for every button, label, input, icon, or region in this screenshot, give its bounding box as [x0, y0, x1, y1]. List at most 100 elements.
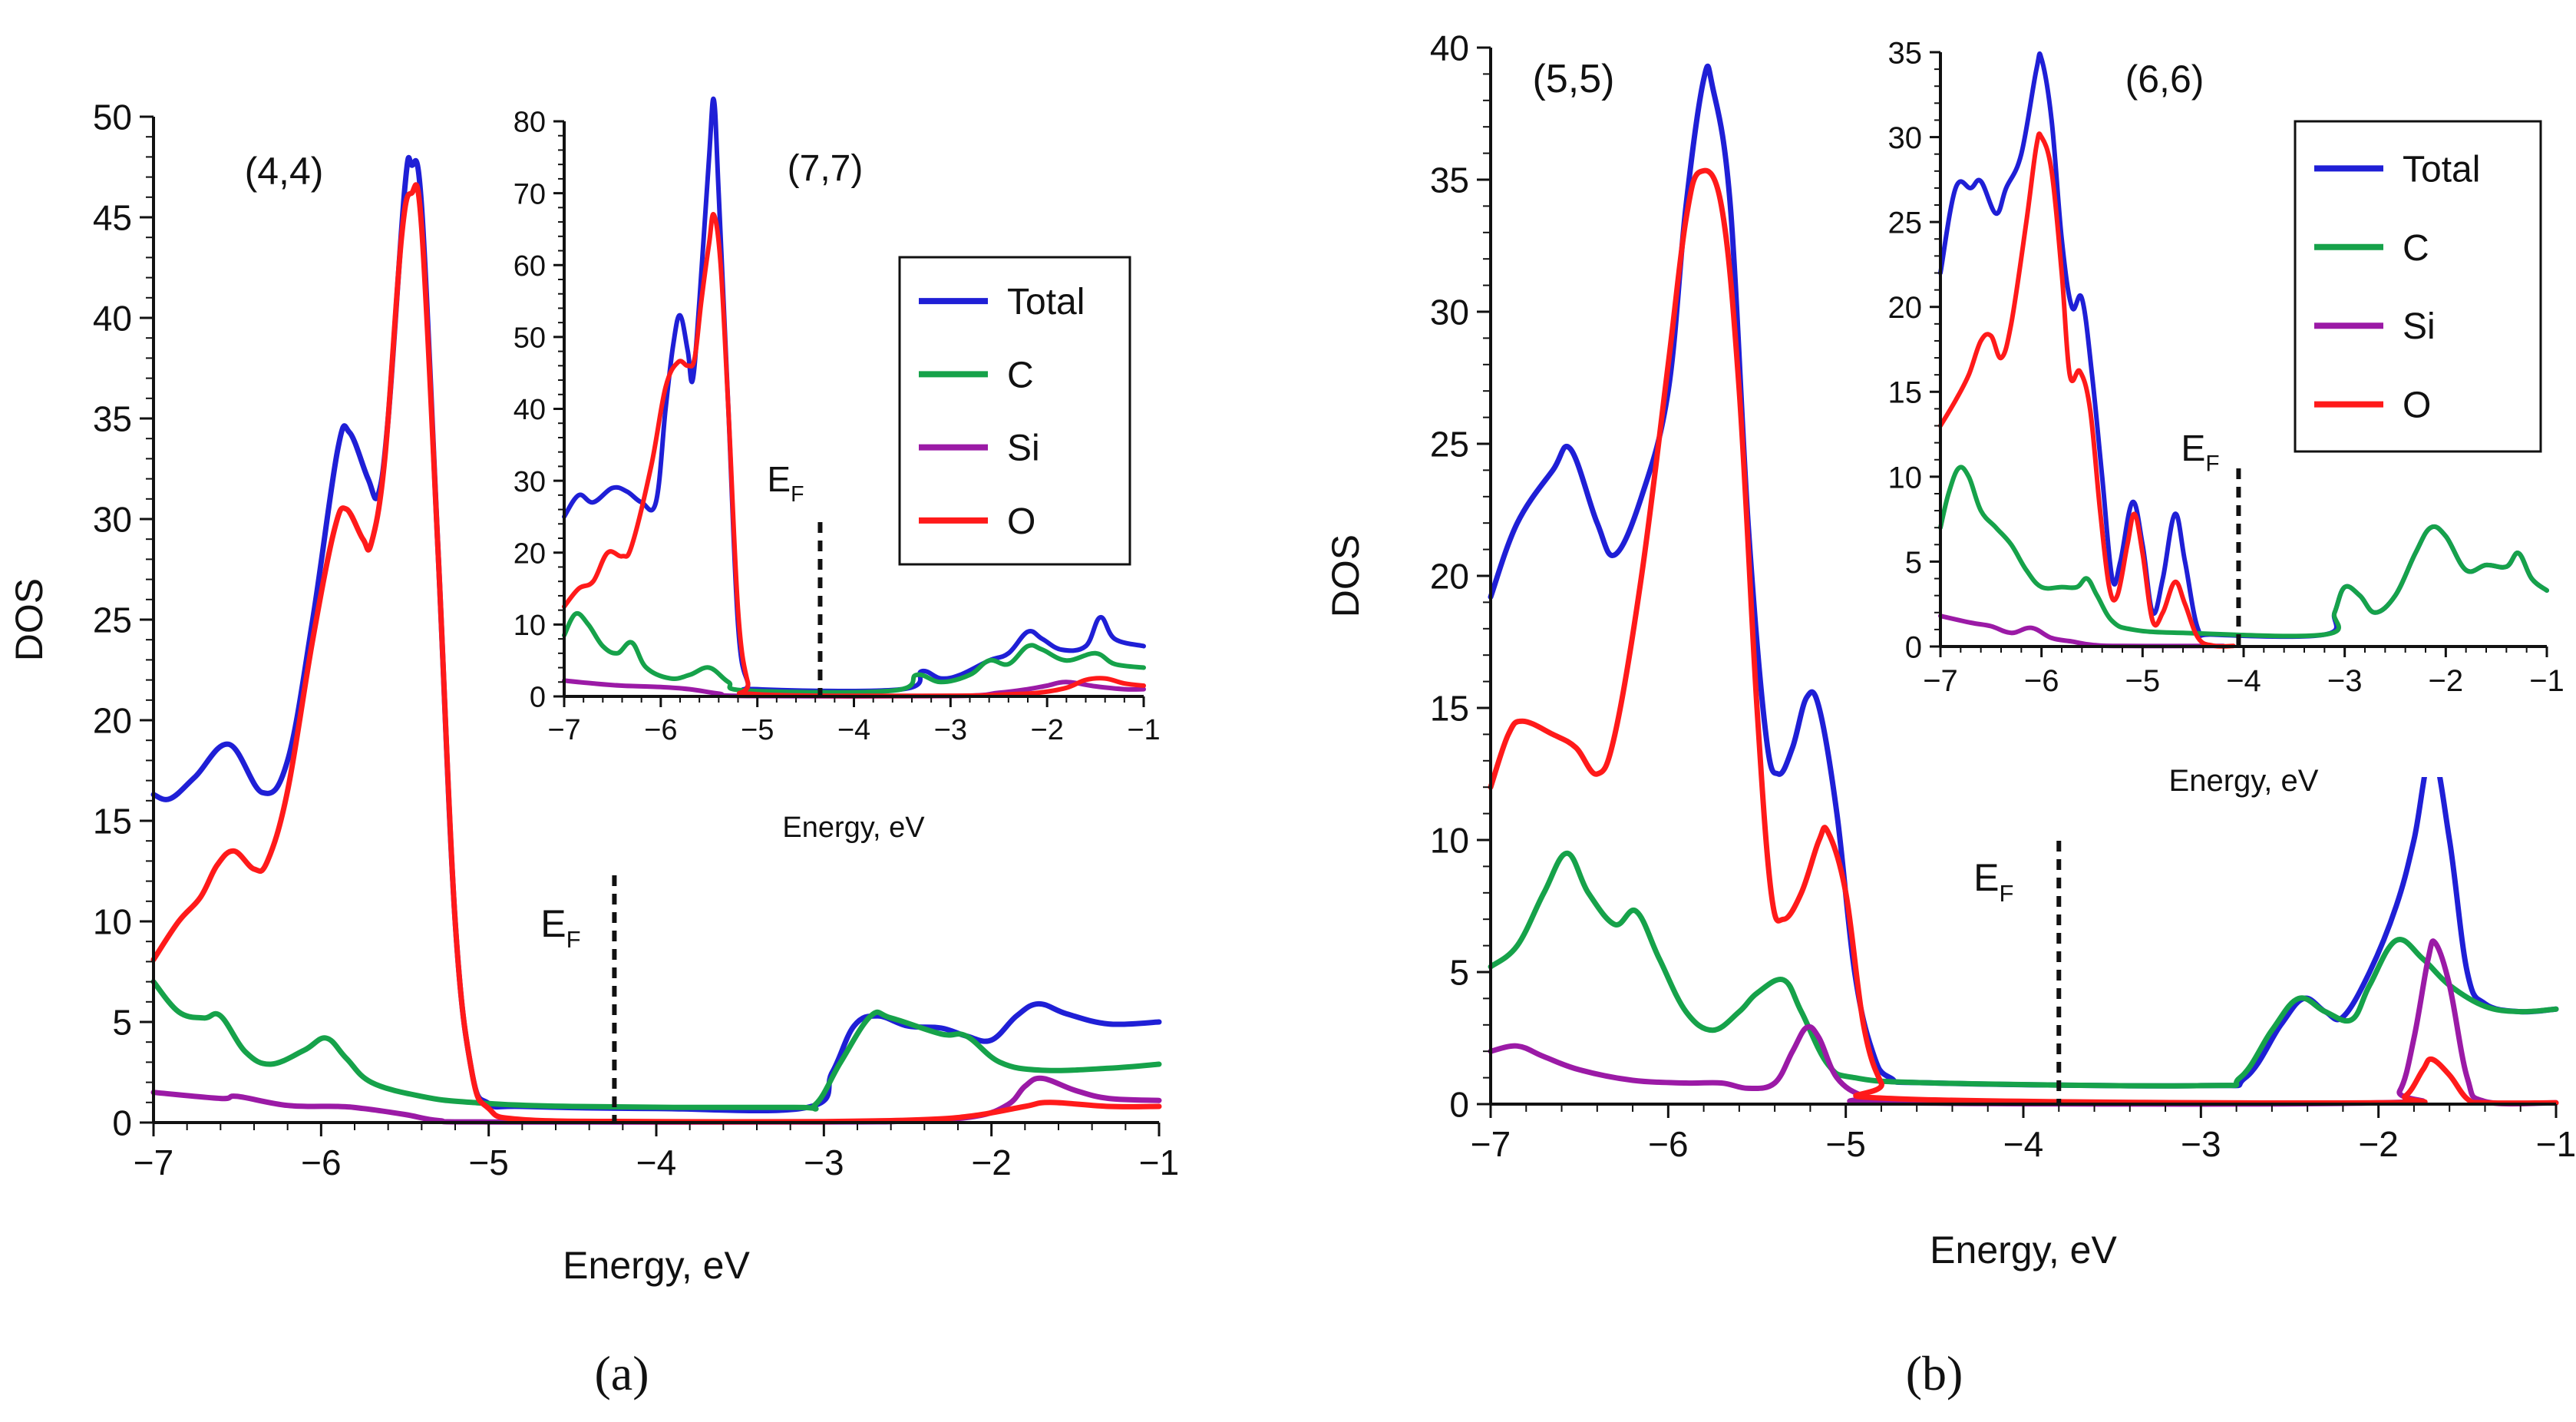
series-line-si	[1488, 938, 2559, 1107]
y-tick-label: 40	[93, 299, 132, 339]
x-tick-label: −5	[1825, 1124, 1865, 1164]
chart-title: (5,5)	[1533, 57, 1615, 101]
chart-title: (6,6)	[2125, 58, 2204, 101]
x-tick-label: −3	[2181, 1124, 2221, 1164]
x-tick-label: −2	[2429, 664, 2464, 698]
x-tick-label: −7	[1471, 1124, 1511, 1164]
legend-label-total: Total	[2403, 149, 2480, 190]
y-tick-label: 50	[93, 98, 132, 137]
x-axis-label: Energy, eV	[782, 812, 925, 844]
y-tick-label: 25	[1430, 425, 1469, 465]
y-tick-label: 0	[1905, 630, 1922, 664]
legend-label-total: Total	[1007, 282, 1085, 322]
y-tick-label: 20	[1430, 557, 1469, 597]
fermi-level-subscript: F	[791, 482, 804, 507]
x-axis-label: Energy, eV	[1930, 1229, 2117, 1272]
x-tick-label: −7	[134, 1143, 173, 1182]
legend-box	[898, 256, 1131, 566]
series-line-o	[1938, 131, 2236, 649]
chart-a-main: −7 −6 −5 −4 −3 −2 −1 0 5 10 15 20 25 30 35 40 45 50 Energy…	[8, 98, 1179, 1287]
fermi-level-label: EF	[540, 902, 580, 953]
y-tick-label: 30	[1888, 121, 1923, 155]
y-tick-label: 40	[514, 394, 546, 426]
chart-b-inset: −7 −6 −5 −4 −3 −2 −1 0 5 10 15 20 25 30 35 Energy, eV (6…	[1871, 29, 2564, 798]
fermi-level-subscript: F	[566, 926, 581, 953]
chart-title: (7,7)	[788, 148, 864, 189]
x-tick-label: −1	[2536, 1124, 2576, 1164]
fermi-level-subscript: F	[1999, 880, 2013, 907]
y-tick-label: 10	[1888, 461, 1923, 494]
fermi-level-label: EF	[1973, 856, 2013, 907]
series-line-o	[1488, 167, 2559, 1106]
legend-label-si: Si	[1007, 428, 1040, 469]
x-tick-label: −6	[301, 1143, 341, 1182]
x-tick-label: −1	[1127, 714, 1160, 746]
y-tick-label: 15	[1888, 376, 1923, 410]
x-tick-label: −4	[2226, 664, 2261, 698]
y-tick-label: 20	[514, 537, 546, 570]
y-tick-label: 15	[1430, 689, 1469, 729]
y-tick-label: 70	[514, 178, 546, 210]
x-tick-label: −2	[2358, 1124, 2398, 1164]
y-tick-label: 25	[1888, 207, 1923, 240]
chart-a-inset: −7 −6 −5 −4 −3 −2 −1 0 10 20 30 40 50 60 70 80 Energy, e…	[495, 96, 1161, 844]
x-tick-label: −3	[934, 714, 967, 746]
legend-label-c: C	[1007, 355, 1034, 395]
y-tick-label: 60	[514, 250, 546, 283]
x-tick-label: −2	[971, 1143, 1011, 1182]
legend-label-c: C	[2403, 228, 2429, 269]
legend-label-o: O	[1007, 501, 1035, 542]
y-tick-label: 0	[530, 682, 546, 714]
x-axis-label: Energy, eV	[2169, 764, 2319, 798]
y-tick-label: 80	[514, 107, 546, 139]
y-tick-label: 30	[1430, 293, 1469, 332]
x-tick-label: −2	[1031, 714, 1064, 746]
x-tick-label: −5	[2125, 664, 2161, 698]
y-tick-label: 5	[112, 1003, 132, 1043]
x-tick-label: −4	[636, 1143, 676, 1182]
y-tick-label: 30	[514, 466, 546, 498]
series-line-si	[150, 1075, 1162, 1125]
series-line-c	[150, 979, 1162, 1112]
panel-label-a: (a)	[594, 1346, 649, 1401]
y-axis-label: DOS	[8, 578, 51, 661]
y-tick-label: 35	[93, 399, 132, 439]
x-tick-label: −6	[2024, 664, 2059, 698]
y-tick-label: 45	[93, 198, 132, 238]
y-tick-label: 20	[1888, 291, 1923, 325]
legend-label-si: Si	[2403, 306, 2436, 347]
fermi-level-label: EF	[767, 459, 804, 507]
legend-label-o: O	[2403, 385, 2431, 426]
x-tick-label: −7	[1923, 664, 1958, 698]
x-tick-label: −5	[468, 1143, 508, 1182]
y-tick-label: 5	[1905, 546, 1922, 580]
y-tick-label: 5	[1449, 953, 1469, 993]
y-tick-label: 10	[1430, 821, 1469, 861]
y-tick-label: 35	[1888, 36, 1923, 70]
x-tick-label: −1	[2529, 664, 2564, 698]
y-tick-label: 25	[93, 600, 132, 640]
y-tick-label: 0	[1449, 1085, 1469, 1125]
y-tick-label: 30	[93, 500, 132, 540]
x-axis-label: Energy, eV	[563, 1244, 750, 1287]
x-tick-label: −4	[2003, 1124, 2043, 1164]
y-tick-label: 20	[93, 701, 132, 741]
fermi-level-subscript: F	[2205, 451, 2219, 476]
x-tick-label: −6	[644, 714, 677, 746]
panel-label-b: (b)	[1906, 1346, 1963, 1401]
series-line-c	[1488, 850, 2559, 1089]
y-tick-label: 35	[1430, 160, 1469, 200]
series-line-o	[562, 212, 1146, 699]
y-tick-label: 50	[514, 322, 546, 355]
legend-box	[2294, 120, 2542, 453]
series-line-c	[1938, 465, 2549, 639]
chart-b-main: −7 −6 −5 −4 −3 −2 −1 0 5 10 15 20 25 30 35 40 Energy, eV…	[1324, 28, 2576, 1272]
y-tick-label: 40	[1430, 28, 1469, 68]
y-tick-label: 10	[93, 902, 132, 942]
y-axis-label: DOS	[1324, 534, 1367, 617]
y-tick-label: 15	[93, 802, 132, 842]
y-tick-label: 10	[514, 610, 546, 642]
x-tick-label: −1	[1139, 1143, 1179, 1182]
x-tick-label: −5	[741, 714, 774, 746]
